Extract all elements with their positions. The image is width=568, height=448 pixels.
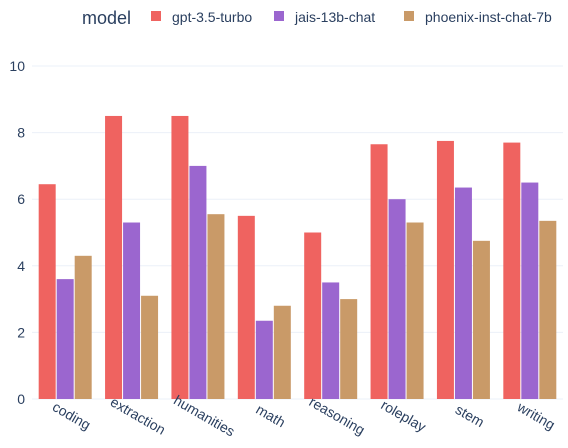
x-tick-label: math <box>253 401 288 430</box>
bar-phoenix-inst-chat-7b-extraction <box>141 295 159 399</box>
x-tick-label: stem <box>453 401 487 430</box>
bar-phoenix-inst-chat-7b-writing <box>539 220 557 399</box>
bar-phoenix-inst-chat-7b-reasoning <box>340 299 358 399</box>
bar-jais-13b-chat-reasoning <box>322 282 340 399</box>
x-tick-label: extraction <box>108 394 169 438</box>
y-tick-label: 4 <box>17 258 25 274</box>
bar-phoenix-inst-chat-7b-humanities <box>207 214 225 399</box>
bar-gpt-3-5-turbo-humanities <box>171 115 189 399</box>
legend-swatch <box>151 11 161 21</box>
y-axis: 0 2 4 6 8 10 <box>9 58 25 407</box>
legend-title: model <box>82 8 131 28</box>
x-tick-label: writing <box>514 398 558 433</box>
y-tick-label: 6 <box>17 191 25 207</box>
bar-jais-13b-chat-roleplay <box>388 199 406 399</box>
bar-gpt-3-5-turbo-extraction <box>105 115 123 399</box>
x-tick-label: roleplay <box>378 396 428 434</box>
bars <box>38 115 557 400</box>
bar-gpt-3-5-turbo-roleplay <box>370 144 388 399</box>
y-tick-label: 2 <box>17 324 25 340</box>
bar-jais-13b-chat-extraction <box>123 222 141 399</box>
bar-phoenix-inst-chat-7b-stem <box>472 240 490 399</box>
bar-gpt-3-5-turbo-writing <box>503 142 521 399</box>
legend-swatch <box>274 11 284 21</box>
bar-phoenix-inst-chat-7b-math <box>273 305 291 399</box>
y-tick-label: 0 <box>17 391 25 407</box>
bar-gpt-3-5-turbo-stem <box>436 140 454 400</box>
y-tick-label: 8 <box>17 125 25 141</box>
bar-gpt-3-5-turbo-reasoning <box>304 232 322 399</box>
bar-jais-13b-chat-stem <box>454 187 472 399</box>
bar-jais-13b-chat-writing <box>521 182 539 399</box>
bar-phoenix-inst-chat-7b-roleplay <box>406 222 424 399</box>
bar-jais-13b-chat-math <box>255 320 273 399</box>
y-tick-label: 10 <box>9 58 25 74</box>
legend-item-label: phoenix-inst-chat-7b <box>425 9 552 25</box>
bar-jais-13b-chat-humanities <box>189 165 207 399</box>
bar-jais-13b-chat-coding <box>56 279 74 399</box>
legend-item-label: gpt-3.5-turbo <box>172 9 252 25</box>
legend-swatch <box>404 11 414 21</box>
bar-gpt-3-5-turbo-math <box>237 215 255 399</box>
bar-phoenix-inst-chat-7b-coding <box>74 255 92 399</box>
x-tick-label: reasoning <box>307 393 368 438</box>
legend: model gpt-3.5-turbo jais-13b-chat phoenix-… <box>82 8 552 28</box>
legend-item-label: jais-13b-chat <box>294 9 375 25</box>
bar-gpt-3-5-turbo-coding <box>38 184 56 399</box>
x-tick-label: coding <box>50 398 94 432</box>
